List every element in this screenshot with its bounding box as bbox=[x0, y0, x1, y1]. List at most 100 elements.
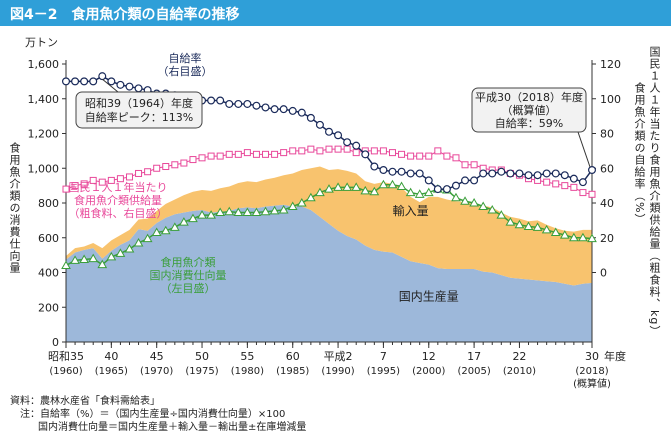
consumption-point bbox=[478, 201, 489, 210]
x-tick-label: 55 bbox=[240, 350, 254, 363]
x-tick-label: 40 bbox=[104, 350, 118, 363]
consumption-point bbox=[296, 197, 307, 207]
x-tick-sublabel: (1980) bbox=[231, 366, 264, 377]
x-tick-sublabel: (1985) bbox=[276, 366, 309, 377]
self-sufficiency-point bbox=[125, 82, 134, 91]
consumption-legend: （左目盛） bbox=[161, 281, 216, 295]
x-tick-sublabel: (1960) bbox=[49, 366, 82, 377]
consumption-point bbox=[233, 207, 244, 217]
consumption-point bbox=[179, 217, 189, 226]
consumption-point bbox=[378, 179, 389, 189]
per-capita-point bbox=[398, 150, 406, 158]
x-tick-label: 45 bbox=[150, 350, 164, 363]
right-axis-title: 国民１人１年当たり食用魚介類供給量（粗食料、kg） bbox=[648, 46, 661, 338]
self-sufficiency-point bbox=[334, 131, 343, 140]
self-sufficiency-point bbox=[352, 141, 361, 150]
per-capita-point bbox=[307, 145, 315, 153]
consumption-point bbox=[160, 225, 171, 235]
per-capita-point bbox=[243, 149, 251, 157]
self-sufficiency-point bbox=[551, 169, 560, 178]
peak-callout-box bbox=[75, 91, 203, 129]
consumption-point bbox=[215, 207, 226, 217]
self-sufficiency-legend: （右目盛） bbox=[158, 64, 213, 78]
consumption-point bbox=[224, 206, 235, 216]
x-tick-sublabel: (1990) bbox=[321, 366, 354, 377]
x-tick-label: 50 bbox=[195, 350, 209, 363]
consumption-point bbox=[360, 185, 371, 195]
self-sufficiency-point bbox=[134, 84, 143, 93]
self-sufficiency-point bbox=[470, 176, 479, 185]
self-sufficiency-point bbox=[89, 77, 98, 86]
self-sufficiency-legend: 自給率 bbox=[169, 51, 202, 65]
per-capita-point bbox=[334, 145, 342, 153]
self-sufficiency-point bbox=[98, 72, 107, 81]
x-axis-suffix: 年度 bbox=[604, 349, 626, 363]
consumption-point bbox=[333, 182, 343, 191]
consumption-point bbox=[559, 230, 570, 239]
x-tick-sublabel: (2000) bbox=[412, 366, 445, 377]
latest-callout-text: 平成30（2018）年度 bbox=[475, 90, 583, 104]
per-capita-point bbox=[470, 161, 478, 169]
per-capita-point bbox=[198, 154, 206, 162]
x-tick-label: 12 bbox=[422, 350, 436, 363]
peak-callout-text: 昭和39（1964）年度 bbox=[85, 96, 193, 110]
self-sufficiency-point bbox=[61, 77, 70, 86]
consumption-point bbox=[550, 227, 561, 237]
per-capita-point bbox=[262, 150, 270, 158]
right-tick-label: 60 bbox=[600, 162, 614, 175]
right-tick-label: 80 bbox=[600, 128, 614, 141]
consumption-legend: 食用魚介類 bbox=[161, 255, 216, 269]
per-capita-legend: 国民１人１年当たり bbox=[69, 180, 168, 194]
per-capita-point bbox=[316, 147, 324, 155]
consumption-point bbox=[61, 260, 71, 270]
self-sufficiency-point bbox=[207, 96, 216, 105]
per-capita-point bbox=[171, 161, 179, 169]
self-sufficiency-point bbox=[225, 99, 234, 108]
consumption-point bbox=[133, 237, 144, 247]
self-sufficiency-point bbox=[370, 162, 379, 171]
consumption-point bbox=[242, 207, 253, 217]
self-sufficiency-point bbox=[107, 77, 116, 86]
consumption-point bbox=[169, 222, 180, 231]
right-tick-label: 40 bbox=[600, 197, 614, 210]
latest-callout-box bbox=[471, 87, 587, 133]
consumption-point bbox=[79, 254, 89, 263]
per-capita-point bbox=[207, 152, 215, 160]
consumption-point bbox=[451, 192, 461, 202]
self-sufficiency-point bbox=[578, 178, 587, 187]
per-capita-point bbox=[116, 175, 124, 183]
per-capita-point bbox=[162, 163, 170, 171]
left-tick-label: 800 bbox=[38, 197, 59, 210]
per-capita-point bbox=[561, 182, 569, 190]
per-capita-point bbox=[552, 180, 560, 188]
consumption-point bbox=[197, 210, 207, 219]
per-capita-point bbox=[80, 180, 88, 188]
right-tick-label: 20 bbox=[600, 232, 614, 245]
self-sufficiency-point bbox=[560, 171, 569, 180]
consumption-point bbox=[151, 227, 162, 237]
per-capita-point bbox=[98, 178, 106, 186]
consumption-point bbox=[106, 251, 117, 261]
x-tick-sublabel: (1975) bbox=[185, 366, 218, 377]
per-capita-point bbox=[352, 149, 360, 157]
left-tick-label: 0 bbox=[52, 336, 59, 349]
domestic-area-label: 国内生産量 bbox=[399, 288, 459, 303]
self-sufficiency-point bbox=[569, 174, 578, 183]
per-capita-point bbox=[144, 168, 152, 176]
import-area-label: 輸入量 bbox=[393, 203, 429, 218]
per-capita-point bbox=[434, 147, 442, 155]
source-note: 資料：農林水産省「食料需給表」 bbox=[10, 396, 160, 407]
per-capita-legend: （粗食料、右目盛） bbox=[69, 206, 168, 220]
self-sufficiency-point bbox=[388, 167, 397, 176]
per-capita-point bbox=[298, 147, 306, 155]
self-sufficiency-point bbox=[515, 169, 524, 178]
per-capita-point bbox=[216, 152, 224, 160]
per-capita-point bbox=[370, 147, 378, 155]
self-sufficiency-point bbox=[587, 165, 596, 174]
left-tick-label: 1,000 bbox=[28, 162, 60, 175]
consumption-point bbox=[88, 253, 99, 263]
self-sufficiency-point bbox=[343, 138, 352, 147]
consumption-point bbox=[405, 187, 416, 197]
x-tick-label: 7 bbox=[380, 350, 387, 363]
x-tick-sublabel: (2010) bbox=[503, 366, 536, 377]
